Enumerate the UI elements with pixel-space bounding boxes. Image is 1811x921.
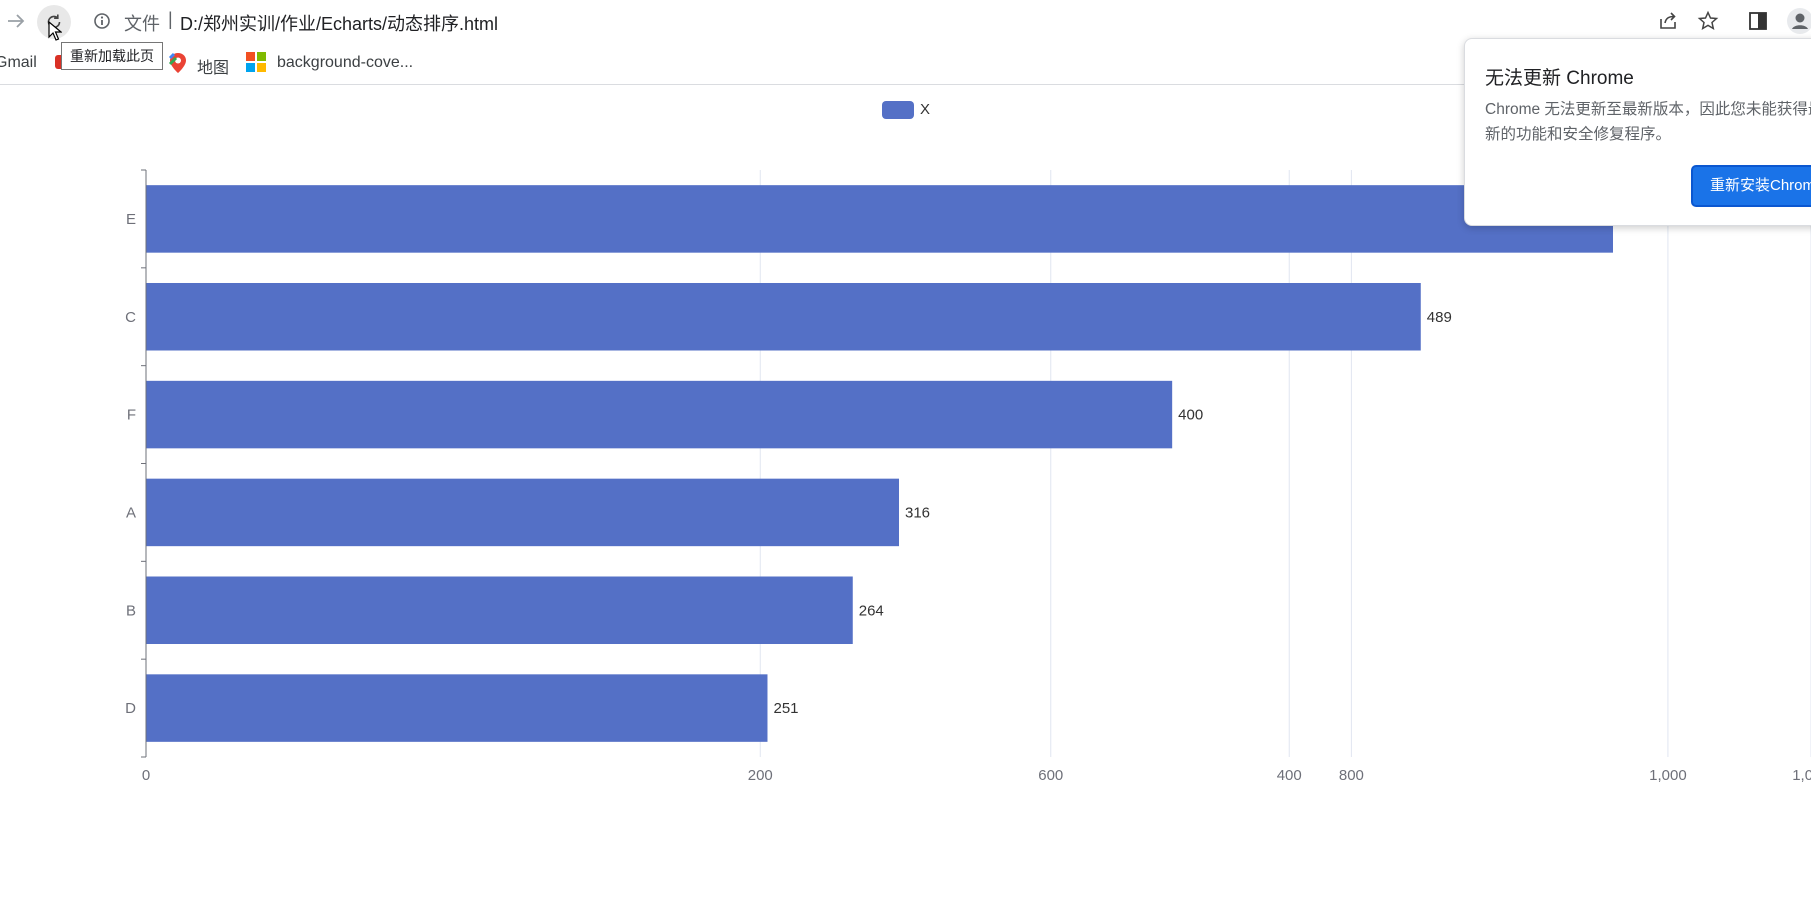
bookmark-gmail[interactable]: Gmail [0, 54, 37, 72]
side-panel-icon[interactable] [1747, 10, 1769, 37]
bar[interactable] [146, 380, 1173, 449]
y-tick-label: F [127, 407, 136, 424]
x-tick-label: 800 [1339, 767, 1364, 784]
mouse-cursor-icon [48, 20, 63, 46]
bar[interactable] [146, 282, 1421, 351]
url-scheme-label: 文件 [124, 14, 160, 34]
x-tick-label: 1,095 [1792, 767, 1811, 784]
bookmark-label: 地图 [197, 60, 230, 77]
y-tick-label: E [126, 211, 136, 228]
x-tick-label: 400 [1277, 767, 1302, 784]
x-tick-label: 0 [142, 767, 150, 784]
x-tick-label: 600 [1038, 767, 1063, 784]
microsoft-logo-icon [246, 52, 266, 77]
site-info-icon[interactable] [93, 12, 111, 35]
data-label: 264 [859, 602, 884, 619]
data-label: 316 [905, 504, 930, 521]
browser-toolbar: 文件 | D:/郑州实训/作业/Echarts/动态排序.html [0, 0, 1811, 44]
address-bar-url[interactable]: D:/郑州实训/作业/Echarts/动态排序.html [180, 14, 499, 34]
bar[interactable] [146, 576, 853, 645]
bookmark-star-icon[interactable] [1697, 10, 1719, 37]
url-separator: | [168, 9, 173, 29]
reload-tooltip: 重新加载此页 [61, 42, 163, 70]
y-tick-label: C [125, 309, 136, 326]
share-icon[interactable] [1657, 10, 1679, 37]
popup-message: Chrome 无法更新至最新版本，因此您未能获得最新的功能和安全修复程序。 [1485, 101, 1811, 143]
popup-title: 无法更新 Chrome [1485, 68, 1634, 89]
data-label: 400 [1178, 407, 1203, 424]
bookmark-label: background-cove... [277, 54, 414, 71]
y-tick-label: D [125, 700, 136, 717]
bar[interactable] [146, 674, 768, 742]
reinstall-chrome-button[interactable]: 重新安装Chrome [1691, 165, 1811, 207]
bar[interactable] [146, 478, 900, 547]
bar-chart: E C 489 F 400 A 316 B 264 D 251 0 200 600 400 800 1,000 1… [125, 169, 1811, 784]
bookmark-maps[interactable]: 地图 [197, 54, 229, 78]
bar[interactable] [146, 185, 1613, 253]
profile-avatar-icon[interactable] [1786, 7, 1811, 40]
y-tick-label: B [126, 602, 136, 619]
x-tick-label: 200 [748, 767, 773, 784]
legend-swatch [882, 101, 914, 119]
x-tick-label: 1,000 [1649, 767, 1687, 784]
bookmark-label: Gmail [0, 54, 37, 71]
bookmark-background-cover[interactable]: background-cove... [277, 54, 413, 72]
y-tick-label: A [126, 504, 136, 521]
maps-pin-icon [168, 52, 188, 79]
forward-arrow-icon[interactable] [4, 9, 28, 33]
legend-label: X [920, 101, 931, 118]
data-label: 489 [1427, 309, 1452, 326]
chrome-update-popup: 无法更新 Chrome Chrome 无法更新至最新版本，因此您未能获得最新的功… [1464, 38, 1811, 226]
data-label: 251 [773, 700, 798, 717]
